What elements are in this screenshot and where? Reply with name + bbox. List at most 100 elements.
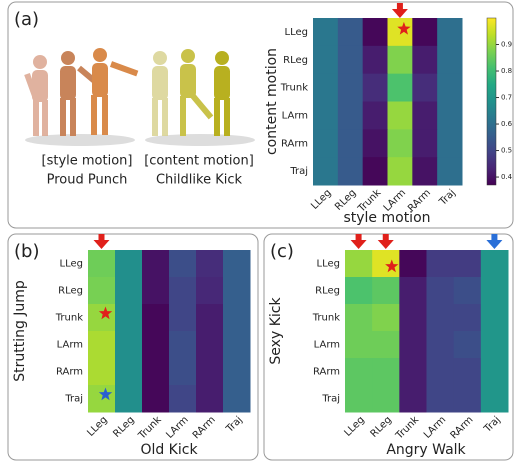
x-tick-label: RArm (449, 414, 476, 441)
y-tick-label: RArm (281, 138, 308, 149)
heatmap-cell (223, 385, 251, 413)
heatmap-cell (399, 385, 427, 413)
heatmap-cell (337, 45, 364, 75)
heatmap-cell (437, 157, 463, 186)
y-tick-label: RLeg (283, 55, 308, 66)
heatmap-cell (426, 331, 455, 359)
star-marker (385, 259, 399, 273)
y-tick-label: LLeg (285, 27, 308, 38)
y-tick-label: Traj (321, 394, 340, 405)
heatmap-cell (88, 277, 116, 305)
heatmap-cell (412, 101, 438, 130)
panel-label: (b) (14, 241, 39, 262)
heatmap-cell (399, 277, 427, 305)
panel-label: (c) (270, 241, 294, 262)
heatmap-cell (142, 250, 170, 278)
x-tick-label: Traj (482, 414, 503, 435)
heatmap-cell (480, 250, 509, 278)
heatmap-cell (223, 250, 251, 278)
x-tick-label: RArm (191, 414, 218, 441)
x-tick-label: Trunk (393, 414, 421, 442)
heatmap-cell (115, 277, 143, 305)
heatmap-cell (372, 358, 400, 386)
heatmap-cell (223, 304, 251, 332)
y-tick-label: Trunk (312, 313, 340, 324)
heatmap-cell (480, 331, 509, 359)
heatmap-cell (453, 250, 482, 278)
y-tick-label: RArm (313, 367, 340, 378)
heatmap-cell (412, 45, 438, 75)
heatmap-cell (115, 358, 143, 386)
y-tick-label: LLeg (60, 259, 83, 270)
heatmap-cell (372, 331, 400, 359)
heatmap-cell (437, 45, 463, 75)
heatmap-cell (437, 101, 463, 130)
heatmap-cell (169, 277, 197, 305)
x-tick-label: Trunk (136, 414, 164, 442)
heatmap-cell (142, 277, 170, 305)
y-tick-label: LArm (314, 340, 340, 351)
y-tick-label: RLeg (58, 286, 83, 297)
x-axis-label: Old Kick (140, 442, 198, 458)
star-marker (98, 306, 113, 320)
y-tick-label: RArm (56, 367, 83, 378)
heatmap-cell (88, 358, 116, 386)
heatmap-cell (142, 358, 170, 386)
heatmap-cell (313, 45, 339, 75)
heatmap-cell (345, 331, 373, 359)
star-marker (98, 387, 113, 401)
heatmap-cell (372, 385, 400, 413)
arrow-marker (377, 234, 394, 249)
content-characters (145, 49, 255, 146)
colorbar (486, 17, 497, 186)
y-tick-label: Traj (64, 394, 83, 405)
heatmap-cell (115, 250, 143, 278)
heatmap-cell (453, 385, 482, 413)
caption: [content motion] (144, 154, 254, 169)
heatmap-cell (313, 101, 339, 130)
heatmap-cell (88, 250, 116, 278)
heatmap-cell (345, 304, 373, 332)
heatmap-cell (372, 304, 400, 332)
y-axis-label: Sexy Kick (268, 297, 284, 365)
heatmap-cell (345, 277, 373, 305)
x-tick-label: Traj (437, 187, 458, 208)
heatmap-cell (142, 385, 170, 413)
heatmap-cell (337, 101, 364, 130)
heatmap-cell (313, 157, 339, 186)
y-axis-label: Strutting Jump (12, 280, 28, 382)
heatmap-cell (453, 358, 482, 386)
heatmap-cell (362, 129, 388, 158)
heatmap-cell (412, 157, 438, 186)
heatmap-cell (399, 358, 427, 386)
x-axis-label: style motion (343, 210, 430, 226)
heatmap-cell (88, 385, 116, 413)
heatmap-cell (412, 18, 438, 47)
colorbar-tick-label: 0.9 (501, 41, 512, 49)
y-tick-label: Trunk (280, 83, 308, 94)
heatmap-cell (345, 358, 373, 386)
heatmap-cell (337, 157, 364, 186)
heatmap-cell (437, 129, 463, 158)
heatmap-cell (412, 129, 438, 158)
panel-box (7, 233, 259, 461)
heatmap-cell (196, 304, 224, 332)
heatmap-cell (337, 18, 364, 47)
heatmap-cell (169, 250, 197, 278)
heatmap-cell (387, 45, 413, 75)
heatmap-cell (115, 331, 143, 359)
x-tick-label: RLeg (111, 414, 136, 439)
heatmap-cell (362, 18, 388, 47)
heatmap-cell (362, 157, 388, 186)
heatmap-cell (196, 358, 224, 386)
heatmap-cell (387, 73, 413, 102)
heatmap-cell (453, 277, 482, 305)
heatmap-cell (313, 73, 339, 102)
x-tick-label: LLeg (309, 187, 333, 211)
y-tick-label: RLeg (315, 286, 340, 297)
heatmap-cell (169, 304, 197, 332)
heatmap-cell (480, 385, 509, 413)
arrow-marker (350, 234, 367, 249)
heatmap-cell (142, 331, 170, 359)
